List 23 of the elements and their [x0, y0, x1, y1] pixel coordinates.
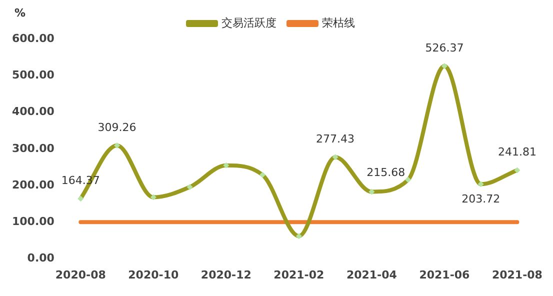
- data-label: 277.43: [316, 132, 355, 146]
- x-tick-label: 2021-06: [419, 268, 470, 282]
- x-tick-label: 2020-12: [200, 268, 252, 282]
- data-label: 309.26: [98, 120, 136, 134]
- y-tick-label: 200.00: [12, 178, 55, 192]
- legend-label: 荣枯线: [322, 16, 355, 30]
- data-label: 526.37: [425, 41, 464, 54]
- x-tick-label: 2021-04: [346, 268, 398, 282]
- x-tick-label: 2020-08: [55, 268, 106, 282]
- y-tick-label: 600.00: [12, 32, 55, 45]
- x-tick-label: 2021-02: [274, 268, 324, 282]
- y-tick-label: 500.00: [12, 68, 55, 82]
- y-tick-label: 400.00: [12, 105, 55, 118]
- data-label: 203.72: [462, 192, 500, 206]
- x-tick-label: 2021-08: [492, 268, 542, 282]
- x-tick-label: 2020-10: [128, 268, 179, 282]
- y-tick-label: 0.00: [27, 252, 55, 265]
- y-tick-label: 300.00: [12, 142, 55, 155]
- data-label: 215.68: [366, 166, 406, 180]
- legend-label: 交易活跃度: [222, 16, 276, 30]
- y-tick-label: 100.00: [12, 215, 55, 228]
- data-label: 241.81: [498, 146, 536, 159]
- y-axis-title: %: [14, 6, 26, 20]
